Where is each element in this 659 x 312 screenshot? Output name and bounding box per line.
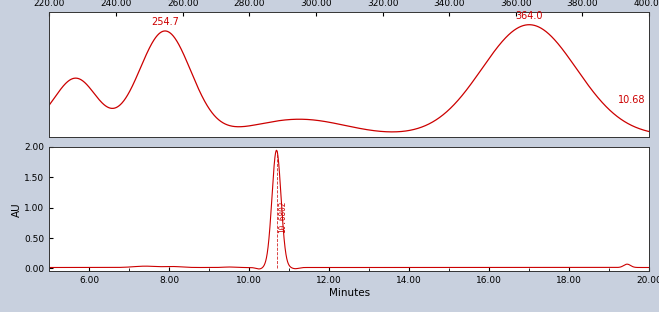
Text: 364.0: 364.0 — [515, 11, 543, 21]
Text: 10.68: 10.68 — [618, 95, 646, 105]
Text: 254.7: 254.7 — [151, 17, 179, 27]
Text: 10.6802: 10.6802 — [278, 201, 287, 233]
X-axis label: Minutes: Minutes — [329, 288, 370, 298]
Y-axis label: AU: AU — [12, 202, 22, 217]
